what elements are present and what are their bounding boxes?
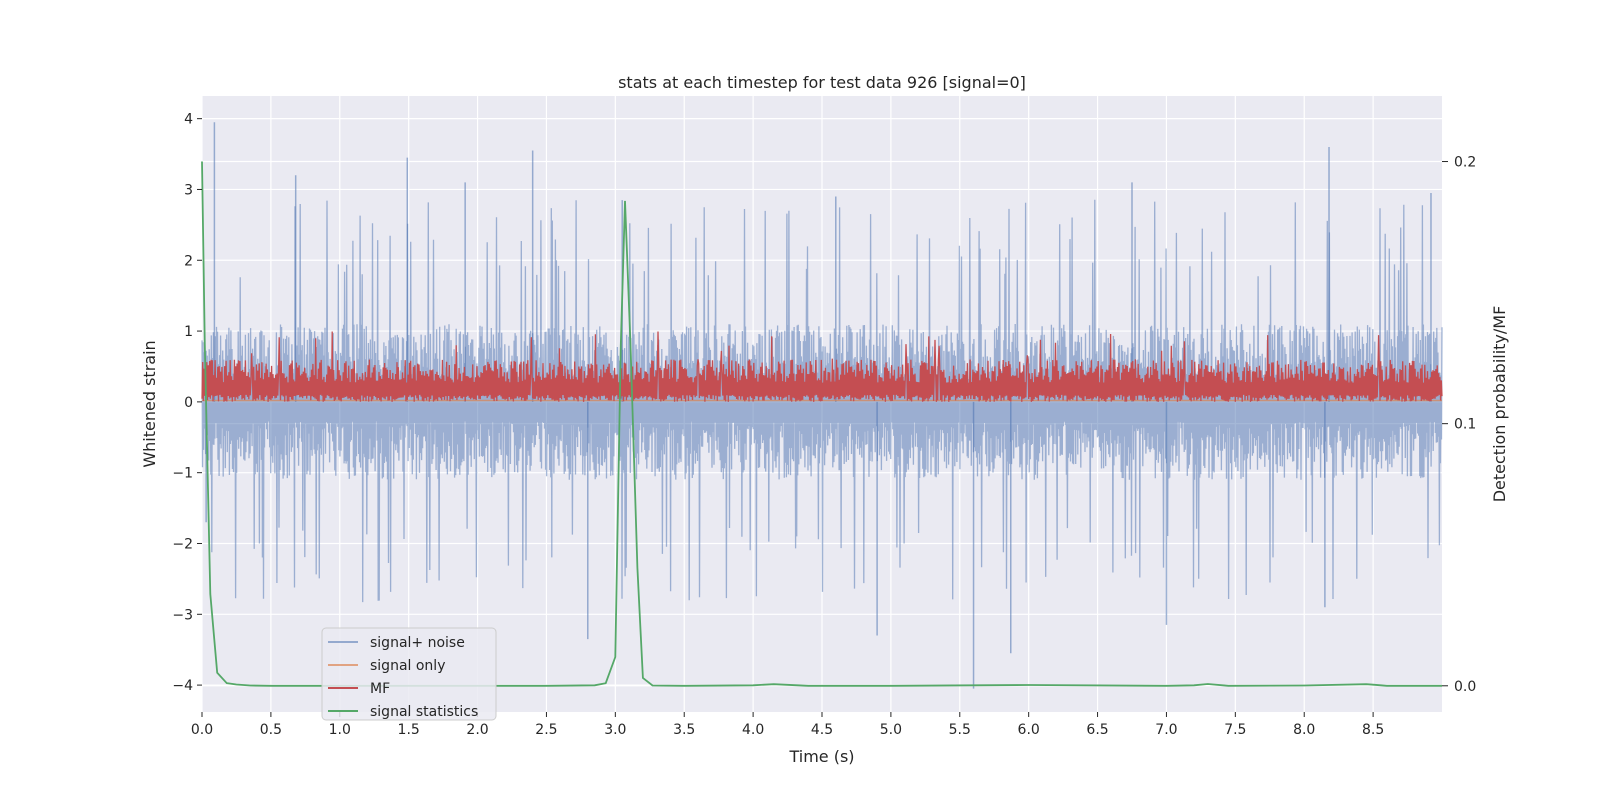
legend-entry: signal statistics	[370, 704, 478, 720]
x-tick-label: 3.5	[673, 722, 695, 738]
series-signal-statistics	[201, 161, 1442, 687]
series-layer	[201, 122, 1443, 689]
x-tick-label: 5.5	[949, 722, 971, 738]
series-mf	[201, 331, 1443, 402]
x-tick-label: 7.5	[1224, 722, 1246, 738]
x-tick-label: 2.0	[466, 722, 488, 738]
y-tick-label: −3	[172, 607, 193, 623]
x-axis-label: Time (s)	[788, 747, 854, 766]
x-tick-label: 8.0	[1293, 722, 1315, 738]
axes: 0.0 0.5 1.0 1.5 2.0 2.5 3.0 3.5 4.0 4.5 5.0 5.5 6.0 6…	[172, 112, 1476, 738]
y-tick-label: 0	[184, 395, 193, 411]
x-tick-label: 4.5	[811, 722, 833, 738]
x-tick-label: 6.0	[1018, 722, 1040, 738]
y2-tick-label: 0.0	[1454, 679, 1476, 695]
y-tick-label: 3	[184, 182, 193, 198]
chart-title: stats at each timestep for test data 926…	[618, 73, 1026, 92]
legend-entry: signal+ noise	[370, 635, 465, 651]
x-tick-label: 1.0	[329, 722, 351, 738]
y-axis-label: Whitened strain	[140, 340, 159, 467]
x-tick-label: 4.0	[742, 722, 764, 738]
legend-box	[321, 627, 497, 721]
legend-entry: MF	[370, 681, 390, 697]
x-tick-label: 7.0	[1155, 722, 1177, 738]
legend-entry: signal only	[370, 658, 445, 674]
y2-tick-label: 0.2	[1454, 155, 1476, 171]
x-tick-label: 3.0	[604, 722, 626, 738]
x-tick-label: 8.5	[1362, 722, 1384, 738]
x-tick-label: 2.5	[535, 722, 557, 738]
y2-tick-label: 0.1	[1454, 417, 1476, 433]
y-tick-label: −1	[172, 466, 193, 482]
y-tick-label: −2	[172, 536, 193, 552]
x-tick-label: 1.5	[398, 722, 420, 738]
x-tick-label: 5.0	[880, 722, 902, 738]
y-tick-label: 4	[184, 112, 193, 128]
y-tick-label: 1	[184, 324, 193, 340]
x-tick-label: 6.5	[1086, 722, 1108, 738]
legend: signal+ noise signal only MF signal statist…	[321, 627, 497, 721]
x-tick-label: 0.0	[191, 722, 213, 738]
y-tick-label: −4	[172, 678, 193, 694]
y2-axis-label: Detection probability/MF	[1490, 306, 1509, 503]
x-tick-label: 0.5	[260, 722, 282, 738]
y-tick-label: 2	[184, 253, 193, 269]
